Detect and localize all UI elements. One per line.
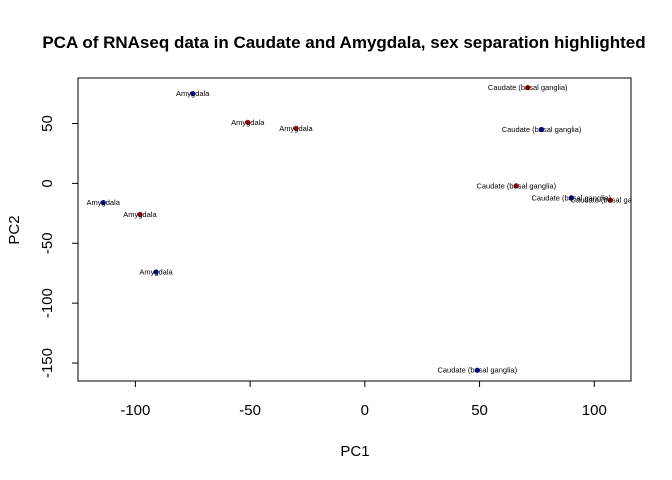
data-point	[100, 199, 106, 206]
point-label: Caudate (basal ganglia)	[502, 125, 582, 134]
x-axis: -100 -50 0 50 100	[120, 380, 607, 419]
x-tick-label: 100	[582, 402, 607, 419]
x-tick-label: -100	[120, 402, 150, 419]
point-label: Amygdala	[231, 118, 265, 127]
data-point	[525, 84, 531, 91]
y-tick-label: 0	[39, 179, 56, 187]
x-axis-label: PC1	[340, 443, 369, 460]
data-point	[137, 211, 143, 218]
y-axis-label: PC2	[6, 215, 23, 244]
point-label: Amygdala	[279, 124, 313, 133]
point-label: Amygdala	[176, 89, 210, 98]
point-label: Caudate (basal ganglia)	[488, 83, 568, 92]
y-tick-label: -150	[39, 348, 56, 378]
data-point	[513, 183, 519, 189]
plot-frame	[77, 77, 632, 382]
point-label: Amygdala	[139, 268, 173, 277]
data-point	[474, 367, 480, 373]
y-tick-label: -50	[39, 232, 56, 254]
chart-title: PCA of RNAseq data in Caudate and Amygda…	[42, 33, 645, 52]
y-axis: -150 -100 -50 0 50	[39, 115, 79, 378]
point-label: Amygdala	[123, 210, 157, 219]
data-point	[538, 126, 545, 133]
point-label: Caudate (basal ganglia)	[571, 196, 651, 205]
data-point	[568, 195, 574, 201]
x-tick-label: 0	[361, 402, 369, 419]
y-tick-label: -100	[39, 288, 56, 318]
data-point	[245, 119, 251, 125]
data-point	[293, 125, 299, 131]
data-point	[153, 269, 159, 275]
point-label: Caudate (basal ganglia)	[437, 366, 517, 375]
point-label: Caudate (basal ganglia)	[532, 193, 612, 202]
data-point	[190, 90, 196, 97]
data-point	[607, 197, 613, 203]
y-tick-label: 50	[39, 115, 56, 132]
point-label: Amygdala	[87, 198, 121, 207]
data-points: AmygdalaAmygdalaAmygdalaAmygdalaAmygdala…	[87, 83, 651, 375]
x-tick-label: 50	[471, 402, 488, 419]
point-label: Caudate (basal ganglia)	[476, 181, 556, 190]
x-tick-label: -50	[239, 402, 261, 419]
